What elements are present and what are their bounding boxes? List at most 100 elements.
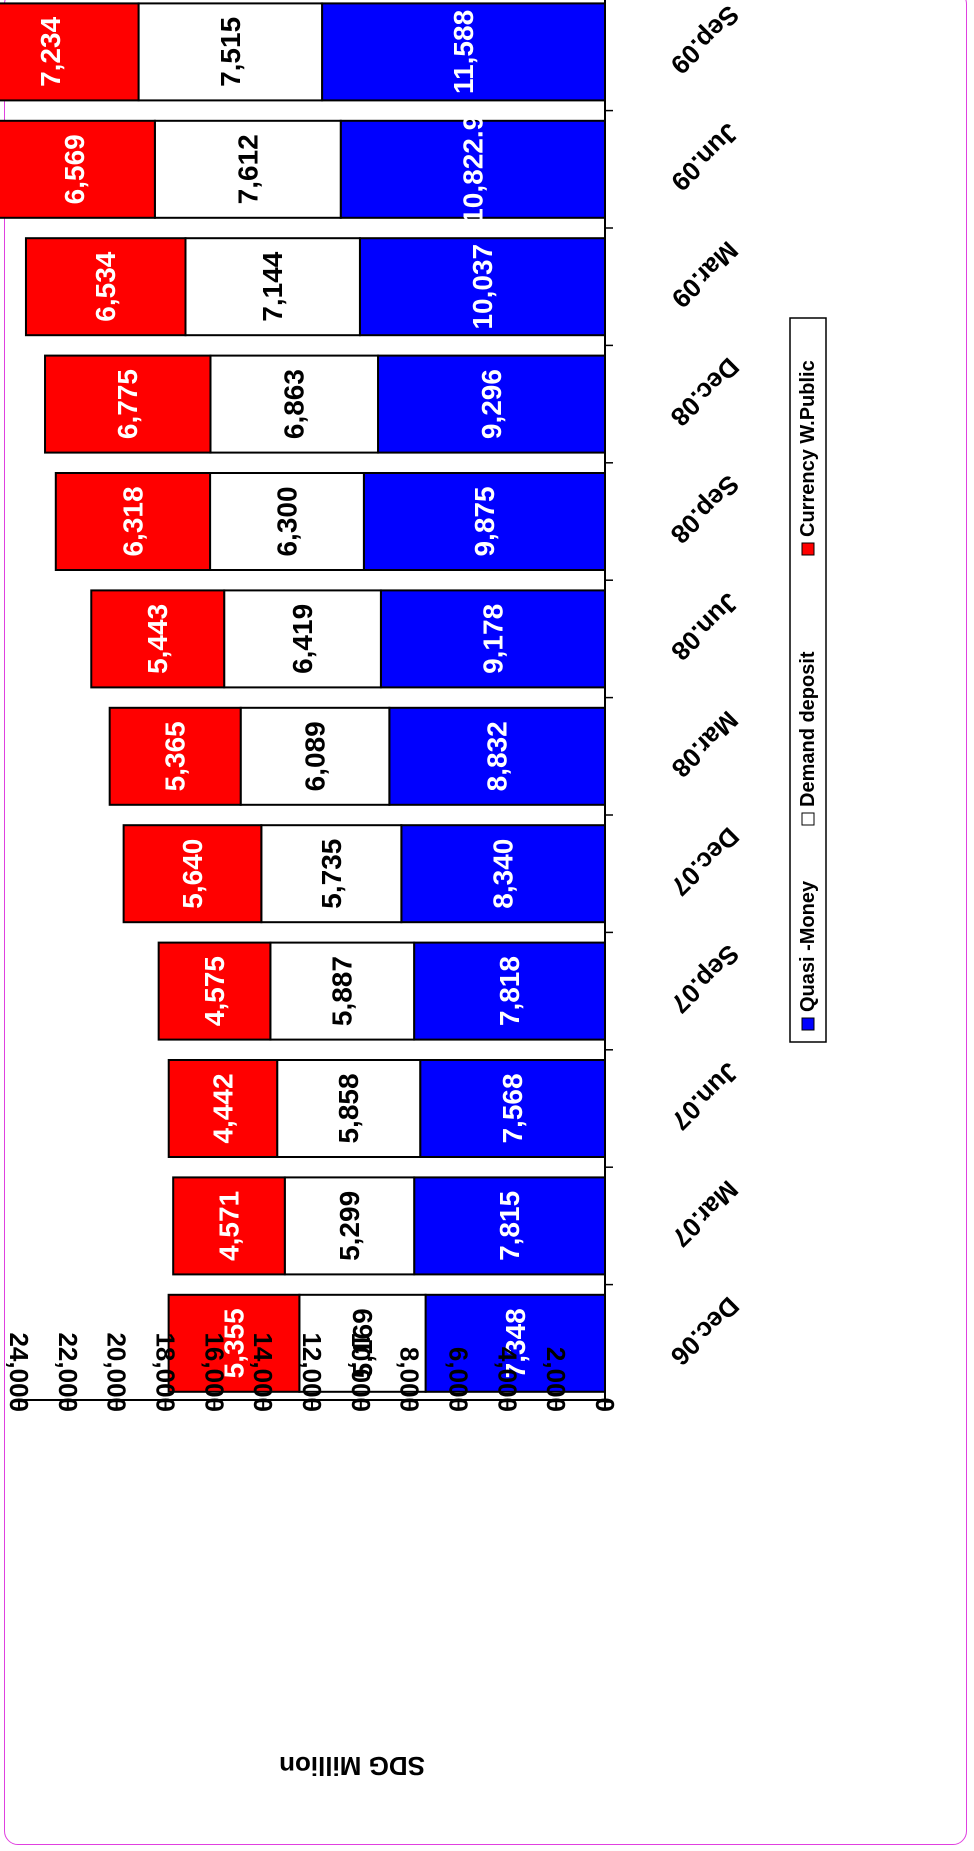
legend-swatch	[801, 542, 815, 556]
bar-segment	[377, 354, 607, 454]
data-label: 9,875	[469, 486, 500, 556]
bar-segment	[157, 941, 272, 1041]
data-label: 6,775	[112, 369, 143, 439]
legend-box	[789, 317, 827, 1043]
data-label: 7,515	[215, 17, 246, 87]
data-label: 7,818	[494, 956, 525, 1026]
data-label: 6,300	[271, 486, 302, 556]
value-tick-label: 16,000	[199, 1332, 229, 1412]
value-tick-label: 8,000	[395, 1347, 425, 1412]
value-tick-label: 6,000	[444, 1347, 474, 1412]
data-label: 5,858	[333, 1073, 364, 1143]
bar-segment	[122, 824, 263, 924]
category-label: Dec.08	[665, 352, 745, 432]
data-label: 7,612	[232, 134, 263, 204]
value-tick-label: 18,000	[151, 1332, 181, 1412]
bar-segment	[0, 2, 140, 102]
data-label: 5,735	[316, 839, 347, 909]
data-label: 7,568	[497, 1073, 528, 1143]
bar-segment	[298, 1293, 427, 1393]
bar-segment	[269, 941, 416, 1041]
data-label: 6,534	[90, 251, 121, 321]
bar-segment	[209, 354, 380, 454]
category-ticks: Dec.06 Mar.07 Jun.07 Sep.07 Dec.07 Mar.08 Jun.…	[605, 0, 745, 1403]
data-label: 7,144	[257, 251, 288, 321]
value-tick-label: 4,000	[492, 1347, 522, 1412]
bar-segment	[167, 1059, 279, 1158]
data-label: 6,318	[117, 486, 148, 556]
legend-swatch	[801, 1017, 815, 1031]
legend: Quasi -Money Demand deposit Currency W.Pub…	[789, 317, 827, 1043]
category-label: Sep.08	[665, 469, 745, 549]
bar-segment	[172, 1176, 286, 1276]
bars	[0, 2, 607, 1393]
bar-segment	[339, 119, 606, 219]
category-label: Mar.07	[666, 1175, 744, 1253]
bar-segment	[167, 1293, 301, 1393]
data-label: 10,037	[467, 244, 498, 330]
value-tick-label: 0	[590, 1398, 620, 1412]
legend-label: Currency W.Public	[797, 360, 819, 537]
bar-segment	[54, 472, 212, 571]
data-label: 9,296	[476, 369, 507, 439]
category-label: Sep.09	[665, 0, 745, 80]
data-label: 5,299	[334, 1191, 365, 1261]
data-label: 6,419	[287, 604, 318, 674]
bar-segment	[108, 706, 242, 806]
y-ticks: 0 2,000 4,000 6,000 8,000 10,000 12,000 14,000 1…	[4, 1332, 620, 1412]
category-label: Jun.07	[665, 1057, 744, 1136]
data-label: 5,169	[347, 1308, 378, 1378]
bar-segment	[209, 472, 365, 571]
data-label: 8,340	[488, 839, 519, 909]
data-label: 5,443	[142, 604, 173, 674]
legend-label: Quasi -Money	[797, 880, 819, 1012]
data-label: 8,832	[482, 721, 513, 791]
category-label: Mar.08	[666, 705, 744, 783]
data-label: 4,442	[207, 1073, 238, 1143]
value-tick-label: 2,000	[541, 1347, 571, 1412]
y-axis-label: SDG Million	[279, 1751, 425, 1781]
bar-segment	[362, 472, 606, 571]
bar-segment	[321, 2, 606, 102]
bar-segment	[424, 1293, 606, 1393]
bar-segment	[24, 237, 187, 337]
data-labels: 7,348 5,169 5,355 7,815 5,299 4,571 7,568 5,858…	[35, 10, 531, 1378]
bar-segment	[239, 706, 391, 806]
data-label: 5,887	[327, 956, 358, 1026]
data-label: 6,569	[59, 134, 90, 204]
legend-swatch	[801, 812, 815, 826]
value-tick-label: 20,000	[102, 1332, 132, 1412]
data-label: 4,575	[199, 956, 230, 1026]
value-tick-label: 10,000	[346, 1332, 376, 1412]
bar-segment	[400, 824, 606, 924]
legend-label: Demand deposit	[797, 651, 819, 807]
data-label: 4,571	[213, 1191, 244, 1261]
bar-segment	[0, 119, 156, 219]
data-label: 5,640	[177, 839, 208, 909]
bar-segment	[388, 706, 606, 806]
data-label: 11,588	[448, 10, 479, 94]
data-label: 9,178	[477, 604, 508, 674]
category-label: Jun.08	[665, 587, 744, 666]
bar-segment	[283, 1176, 416, 1276]
value-tick-label: 22,000	[53, 1332, 83, 1412]
bar-segment	[90, 589, 226, 689]
data-label: 5,355	[219, 1308, 250, 1378]
value-tick-label: 14,000	[248, 1332, 278, 1412]
data-label: 7,234	[35, 16, 66, 86]
category-label: Mar.09	[666, 235, 744, 313]
bar-segment	[260, 824, 403, 924]
bar-segment	[223, 589, 382, 689]
value-tick-label: 24,000	[4, 1332, 34, 1412]
category-label: Dec.06	[665, 1291, 745, 1371]
data-label: 7,815	[494, 1191, 525, 1261]
bar-segment	[413, 1176, 606, 1276]
data-label: 6,089	[300, 721, 331, 791]
page-frame	[4, 0, 967, 1845]
category-label: Jun.09	[665, 118, 744, 197]
data-label: 10,822.9	[457, 115, 488, 224]
bar-segment	[184, 237, 361, 337]
data-label: 5,365	[160, 721, 191, 791]
value-tick-label: 12,000	[297, 1332, 327, 1412]
